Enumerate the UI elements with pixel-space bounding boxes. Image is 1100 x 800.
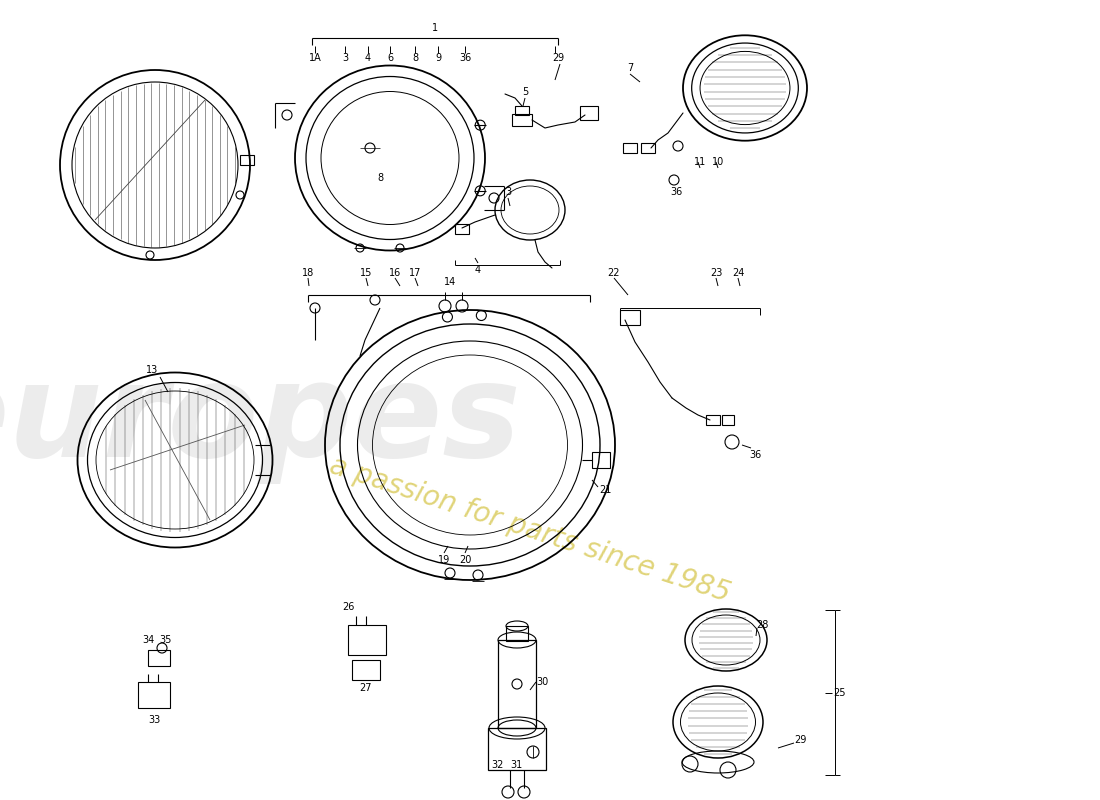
Text: 1: 1 <box>432 23 438 33</box>
Text: 22: 22 <box>607 268 620 278</box>
Text: 23: 23 <box>710 268 723 278</box>
Bar <box>592 452 611 468</box>
Bar <box>722 415 734 425</box>
Bar <box>512 114 532 126</box>
Text: 19: 19 <box>438 555 450 565</box>
Text: 8: 8 <box>411 53 418 63</box>
Text: 36: 36 <box>670 187 682 197</box>
Bar <box>498 640 536 728</box>
Text: 29: 29 <box>794 735 806 745</box>
Text: 26: 26 <box>342 602 354 612</box>
Text: 34: 34 <box>142 635 154 645</box>
Text: 16: 16 <box>389 268 402 278</box>
Text: 18: 18 <box>301 268 315 278</box>
Bar <box>348 625 386 655</box>
Text: 4: 4 <box>365 53 371 63</box>
Text: 13: 13 <box>146 365 158 375</box>
Text: 20: 20 <box>459 555 471 565</box>
Bar <box>641 143 654 153</box>
Text: 36: 36 <box>459 53 471 63</box>
Text: 30: 30 <box>536 677 548 687</box>
Bar <box>148 650 170 666</box>
Bar <box>620 310 640 325</box>
Text: 21: 21 <box>598 485 612 495</box>
Bar <box>352 660 379 680</box>
Text: 2: 2 <box>552 53 558 63</box>
Text: 32: 32 <box>492 760 504 770</box>
Text: 15: 15 <box>360 268 372 278</box>
Text: 7: 7 <box>627 63 634 73</box>
Text: europes: europes <box>0 357 521 483</box>
Text: a passion for parts since 1985: a passion for parts since 1985 <box>326 452 734 608</box>
Text: 5: 5 <box>521 87 528 97</box>
Text: 6: 6 <box>387 53 393 63</box>
Text: 3: 3 <box>342 53 348 63</box>
Bar <box>506 626 528 641</box>
Text: 24: 24 <box>732 268 745 278</box>
Text: 3: 3 <box>505 187 512 197</box>
Bar <box>488 728 546 770</box>
Text: 1A: 1A <box>309 53 321 63</box>
Text: 36: 36 <box>749 450 761 460</box>
Text: 28: 28 <box>756 620 768 630</box>
Text: 11: 11 <box>694 157 706 167</box>
Text: 27: 27 <box>360 683 372 693</box>
Text: 33: 33 <box>147 715 161 725</box>
Text: 31: 31 <box>510 760 522 770</box>
Bar <box>240 155 254 165</box>
Bar <box>138 682 170 708</box>
Bar <box>580 106 598 120</box>
Bar <box>623 143 637 153</box>
Text: 14: 14 <box>444 277 456 287</box>
Bar <box>706 415 721 425</box>
Text: 35: 35 <box>160 635 173 645</box>
Text: 9: 9 <box>434 53 441 63</box>
Bar <box>455 224 469 234</box>
Text: 8: 8 <box>377 173 383 183</box>
Text: 17: 17 <box>409 268 421 278</box>
Text: 10: 10 <box>712 157 724 167</box>
Text: 9: 9 <box>557 53 563 63</box>
Bar <box>515 106 529 115</box>
Text: 25: 25 <box>834 688 846 698</box>
Text: 4: 4 <box>475 265 481 275</box>
